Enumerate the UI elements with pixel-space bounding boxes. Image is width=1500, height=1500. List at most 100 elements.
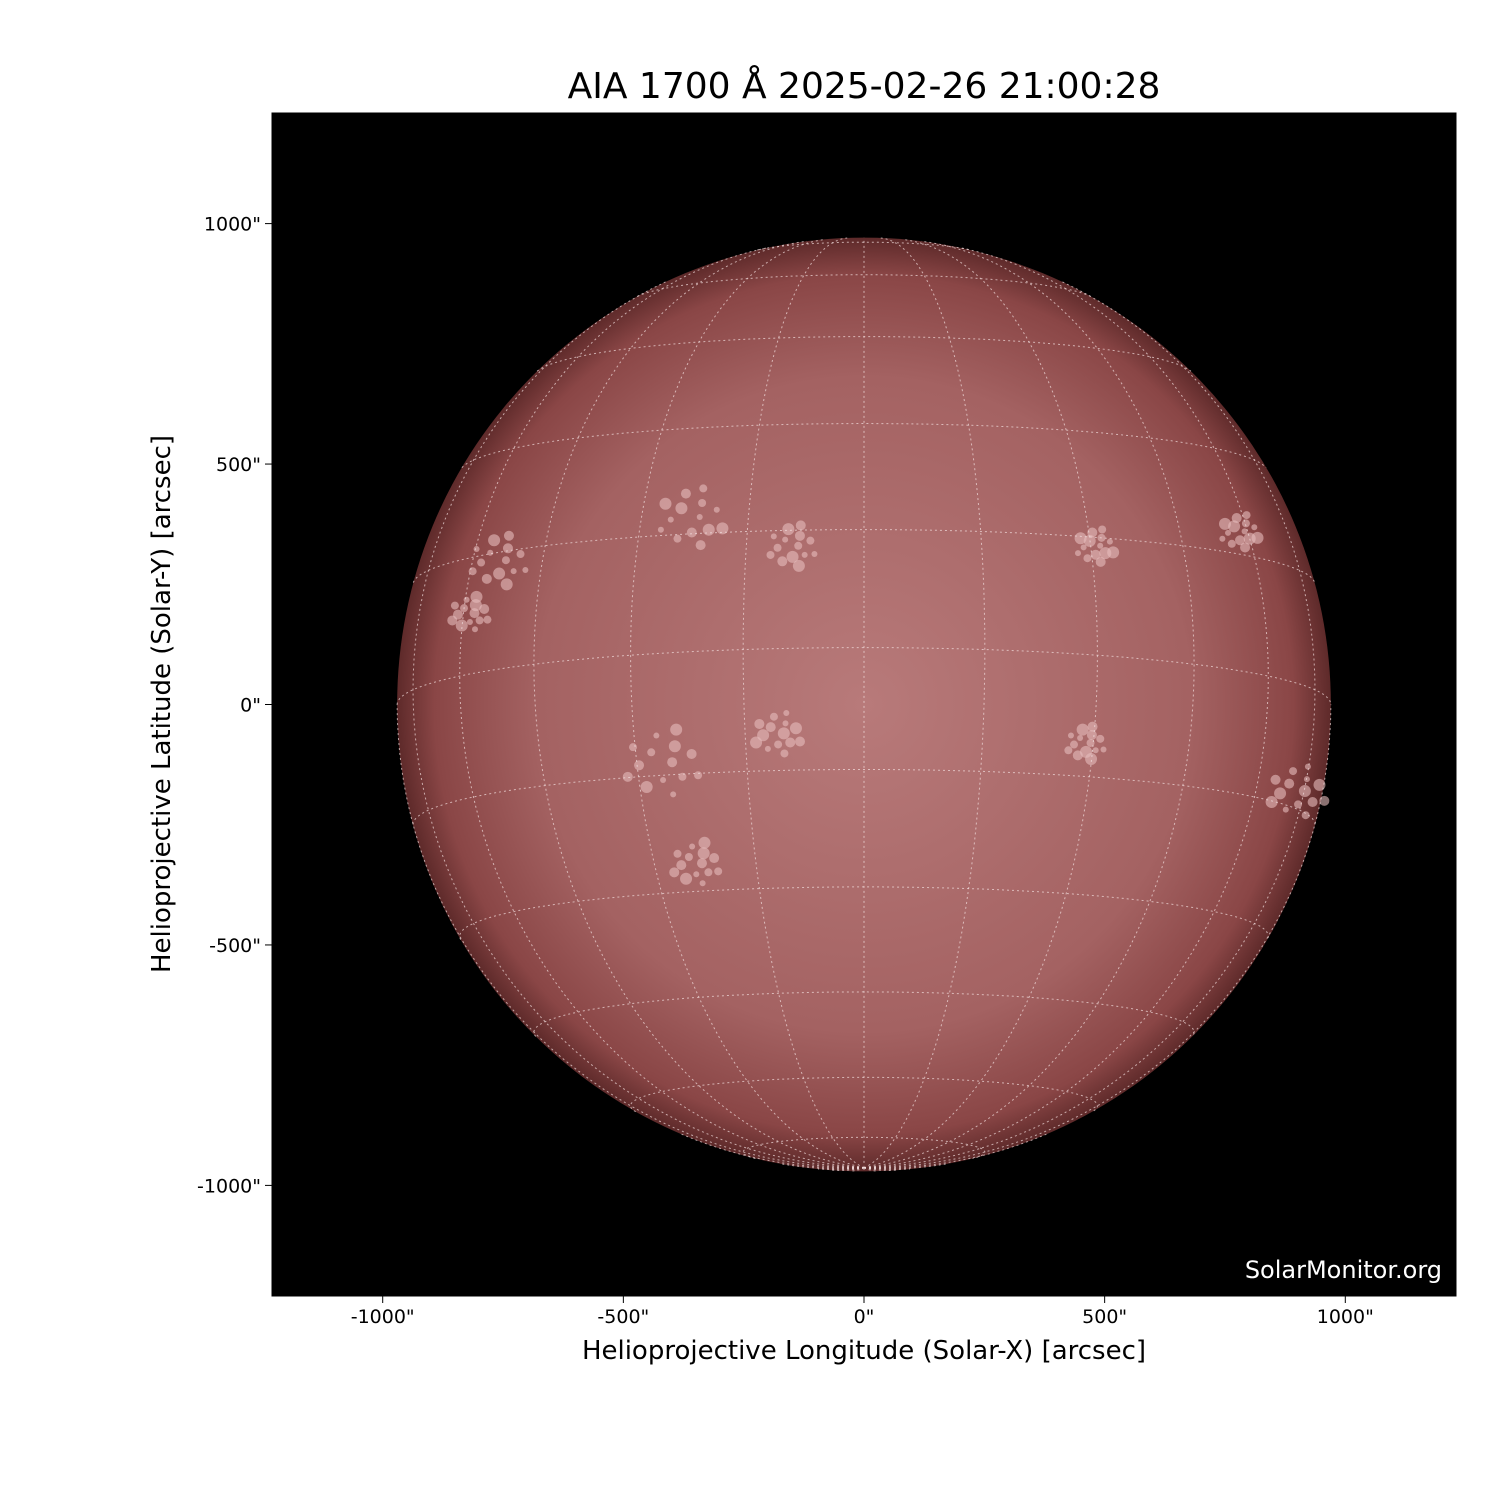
watermark: SolarMonitor.org [1244, 1256, 1442, 1284]
plage-patch [477, 558, 486, 567]
plage-patch [1298, 785, 1311, 798]
plage-patch [1092, 747, 1099, 754]
plage-patch [795, 736, 806, 747]
latitude-line [630, 1076, 1098, 1113]
plage-patch [1294, 800, 1303, 809]
plage-patch [1090, 549, 1101, 560]
plage-patch [473, 545, 480, 552]
plage-patch [1086, 738, 1095, 747]
plage-patch [785, 737, 796, 748]
latitude-line [459, 886, 1269, 940]
plage-patch [673, 534, 682, 543]
plage-patch [680, 872, 693, 885]
plage-patch [702, 523, 715, 536]
plage-patch [750, 736, 763, 749]
x-tick-label: -1000" [351, 1306, 415, 1328]
y-tick-label: -500" [209, 935, 261, 957]
longitude-line [863, 1167, 877, 1172]
plage-patch [1241, 519, 1250, 528]
latitude-line [461, 422, 1267, 469]
plage-patch [709, 853, 720, 864]
plage-patch [522, 567, 529, 574]
plage-patch [1080, 544, 1087, 551]
plage-patch [769, 712, 778, 721]
plage-patch [500, 578, 513, 591]
plage-patch [1067, 732, 1074, 739]
plage-patch [450, 601, 459, 610]
plage-patch [789, 722, 802, 735]
plage-patch [455, 619, 468, 632]
plage-regions [447, 484, 1330, 887]
plage-patch [659, 497, 672, 510]
plage-patch [1074, 532, 1087, 545]
plage-patch [1251, 524, 1258, 531]
plage-patch [516, 550, 525, 559]
plage-patch [1231, 513, 1242, 524]
plage-patch [766, 550, 775, 559]
longitude-line [680, 1133, 865, 1169]
plage-patch [657, 526, 664, 533]
latitude-line [412, 769, 1316, 825]
heliographic-grid [396, 237, 1332, 1172]
plage-patch [698, 836, 711, 849]
plage-patch [699, 484, 708, 493]
plage-patch [483, 615, 492, 624]
longitude-line [863, 1167, 897, 1172]
plage-patch [1289, 767, 1298, 776]
plage-patch [1251, 531, 1264, 544]
plage-patch [801, 551, 808, 558]
plage-patch [693, 871, 700, 878]
plage-patch [1227, 539, 1236, 548]
plage-patch [668, 740, 681, 753]
plage-patch [487, 549, 494, 556]
plage-patch [704, 868, 713, 877]
longitude-line [863, 1133, 1048, 1169]
plage-patch [696, 858, 707, 869]
plage-patch [686, 748, 697, 759]
longitude-line [863, 247, 1269, 1169]
plage-patch [1228, 520, 1241, 533]
longitude-line [851, 1167, 865, 1172]
plage-patch [501, 556, 510, 565]
latitude-line [396, 647, 1332, 705]
plage-patch [676, 860, 687, 871]
plage-patch [782, 720, 789, 727]
plage-patch [1265, 796, 1278, 809]
longitude-line [459, 247, 865, 1169]
plage-patch [1087, 527, 1098, 538]
plage-patch [684, 852, 693, 861]
x-tick-label: 1000" [1317, 1306, 1374, 1328]
plage-patch [670, 723, 683, 736]
x-tick-label: -500" [597, 1306, 649, 1328]
latitude-line [412, 529, 1316, 583]
plage-patch [1086, 730, 1097, 741]
plage-patch [1274, 787, 1287, 800]
plage-patch [754, 718, 765, 729]
longitude-line [533, 240, 865, 1169]
plage-patch [680, 488, 691, 499]
plage-patch [714, 867, 723, 876]
plage-patch [1319, 795, 1330, 806]
plage-patch [1072, 750, 1083, 761]
plage-patch [764, 745, 771, 752]
plage-patch [770, 533, 777, 540]
plage-patch [1235, 535, 1246, 546]
plage-patch [1218, 517, 1231, 530]
longitude-line [630, 239, 865, 1169]
plage-patch [1240, 542, 1251, 553]
plage-patch [1270, 774, 1281, 785]
plage-patch [698, 499, 707, 508]
plage-patch [667, 757, 678, 768]
plage-patch [697, 847, 710, 860]
plage-patch [689, 843, 696, 850]
plage-patch [1282, 806, 1289, 813]
plage-patch [1087, 721, 1098, 732]
plage-patch [634, 760, 645, 771]
plage-patch [1076, 723, 1089, 736]
plage-patch [794, 541, 803, 550]
y-tick-label: -1000" [197, 1175, 261, 1197]
chart-title: AIA 1700 Å 2025-02-26 21:00:28 [567, 66, 1161, 107]
plage-patch [1100, 746, 1107, 753]
plage-patch [653, 732, 660, 739]
